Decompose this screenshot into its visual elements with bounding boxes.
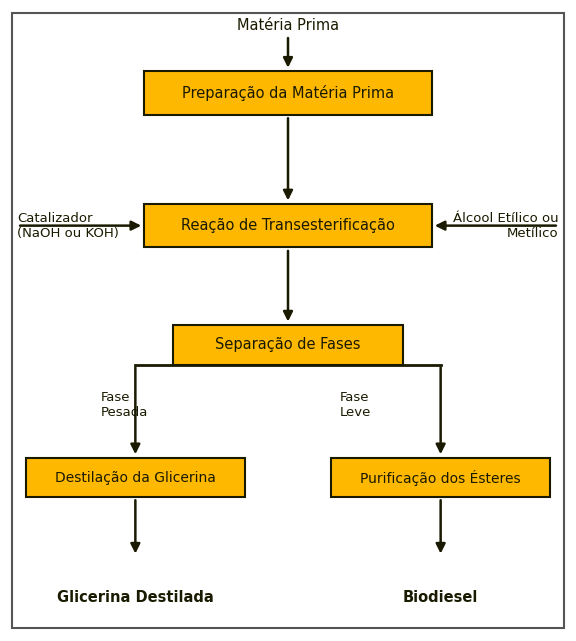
Text: Biodiesel: Biodiesel	[403, 590, 478, 605]
FancyBboxPatch shape	[173, 325, 403, 365]
FancyBboxPatch shape	[331, 458, 550, 497]
Text: Separação de Fases: Separação de Fases	[215, 337, 361, 353]
Text: Álcool Etílico ou
Metílico: Álcool Etílico ou Metílico	[453, 212, 559, 240]
Text: Matéria Prima: Matéria Prima	[237, 18, 339, 33]
FancyBboxPatch shape	[144, 71, 432, 115]
Text: Catalizador
(NaOH ou KOH): Catalizador (NaOH ou KOH)	[17, 212, 119, 240]
Text: Destilação da Glicerina: Destilação da Glicerina	[55, 470, 216, 485]
Text: Glicerina Destilada: Glicerina Destilada	[57, 590, 214, 605]
Text: Fase
Pesada: Fase Pesada	[101, 391, 148, 419]
Text: Fase
Leve: Fase Leve	[340, 391, 371, 419]
Text: Reação de Transesterificação: Reação de Transesterificação	[181, 218, 395, 233]
FancyBboxPatch shape	[144, 204, 432, 247]
FancyBboxPatch shape	[26, 458, 245, 497]
Text: Preparação da Matéria Prima: Preparação da Matéria Prima	[182, 85, 394, 101]
Text: Purificação dos Ésteres: Purificação dos Ésteres	[361, 470, 521, 485]
